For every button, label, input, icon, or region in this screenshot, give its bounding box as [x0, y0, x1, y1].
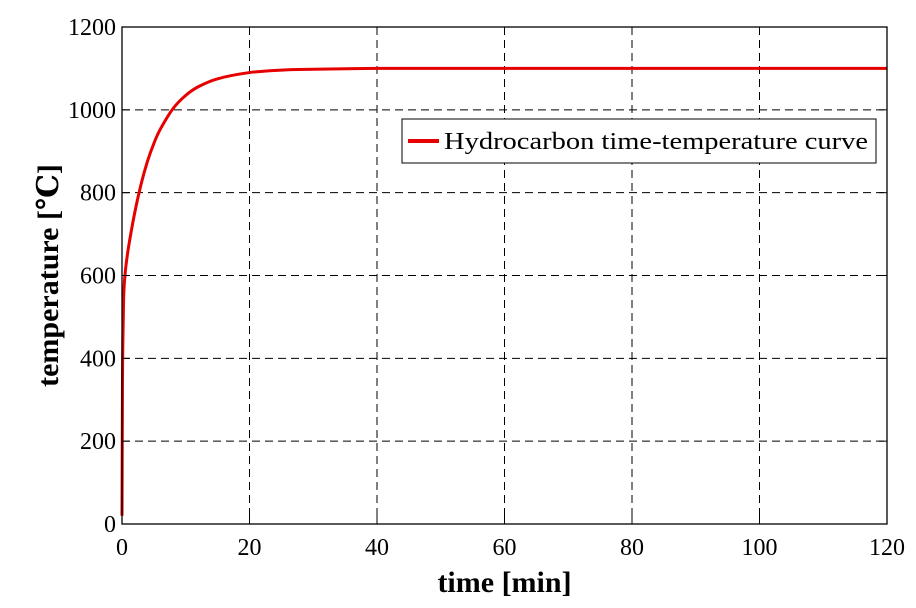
- series-layer: [120, 66, 887, 516]
- grid: [122, 27, 887, 524]
- x-tick-label: 80: [620, 535, 644, 561]
- x-tick-label: 40: [365, 535, 389, 561]
- x-axis-title: time [min]: [437, 566, 571, 599]
- y-axis-title: temperature [℃]: [32, 164, 65, 387]
- series-line: [120, 66, 887, 516]
- legend: Hydrocarbon time-temperature curve: [401, 118, 877, 164]
- y-tick-label: 400: [80, 346, 116, 372]
- y-tick-label: 1200: [68, 15, 116, 41]
- x-tick-label: 0: [116, 535, 128, 561]
- y-tick-label: 0: [104, 512, 116, 538]
- y-tick-label: 800: [80, 181, 116, 207]
- y-tick-label: 1000: [68, 98, 116, 124]
- x-tick-label: 100: [742, 535, 778, 561]
- y-tick-label: 200: [80, 429, 116, 455]
- x-tick-label: 60: [493, 535, 517, 561]
- y-tick-label: 600: [80, 264, 116, 290]
- x-tick-label: 120: [869, 535, 905, 561]
- ticks: [121, 26, 888, 525]
- legend-entry-label: Hydrocarbon time-temperature curve: [444, 129, 868, 155]
- legend-box: [401, 118, 877, 164]
- x-tick-label: 20: [238, 535, 262, 561]
